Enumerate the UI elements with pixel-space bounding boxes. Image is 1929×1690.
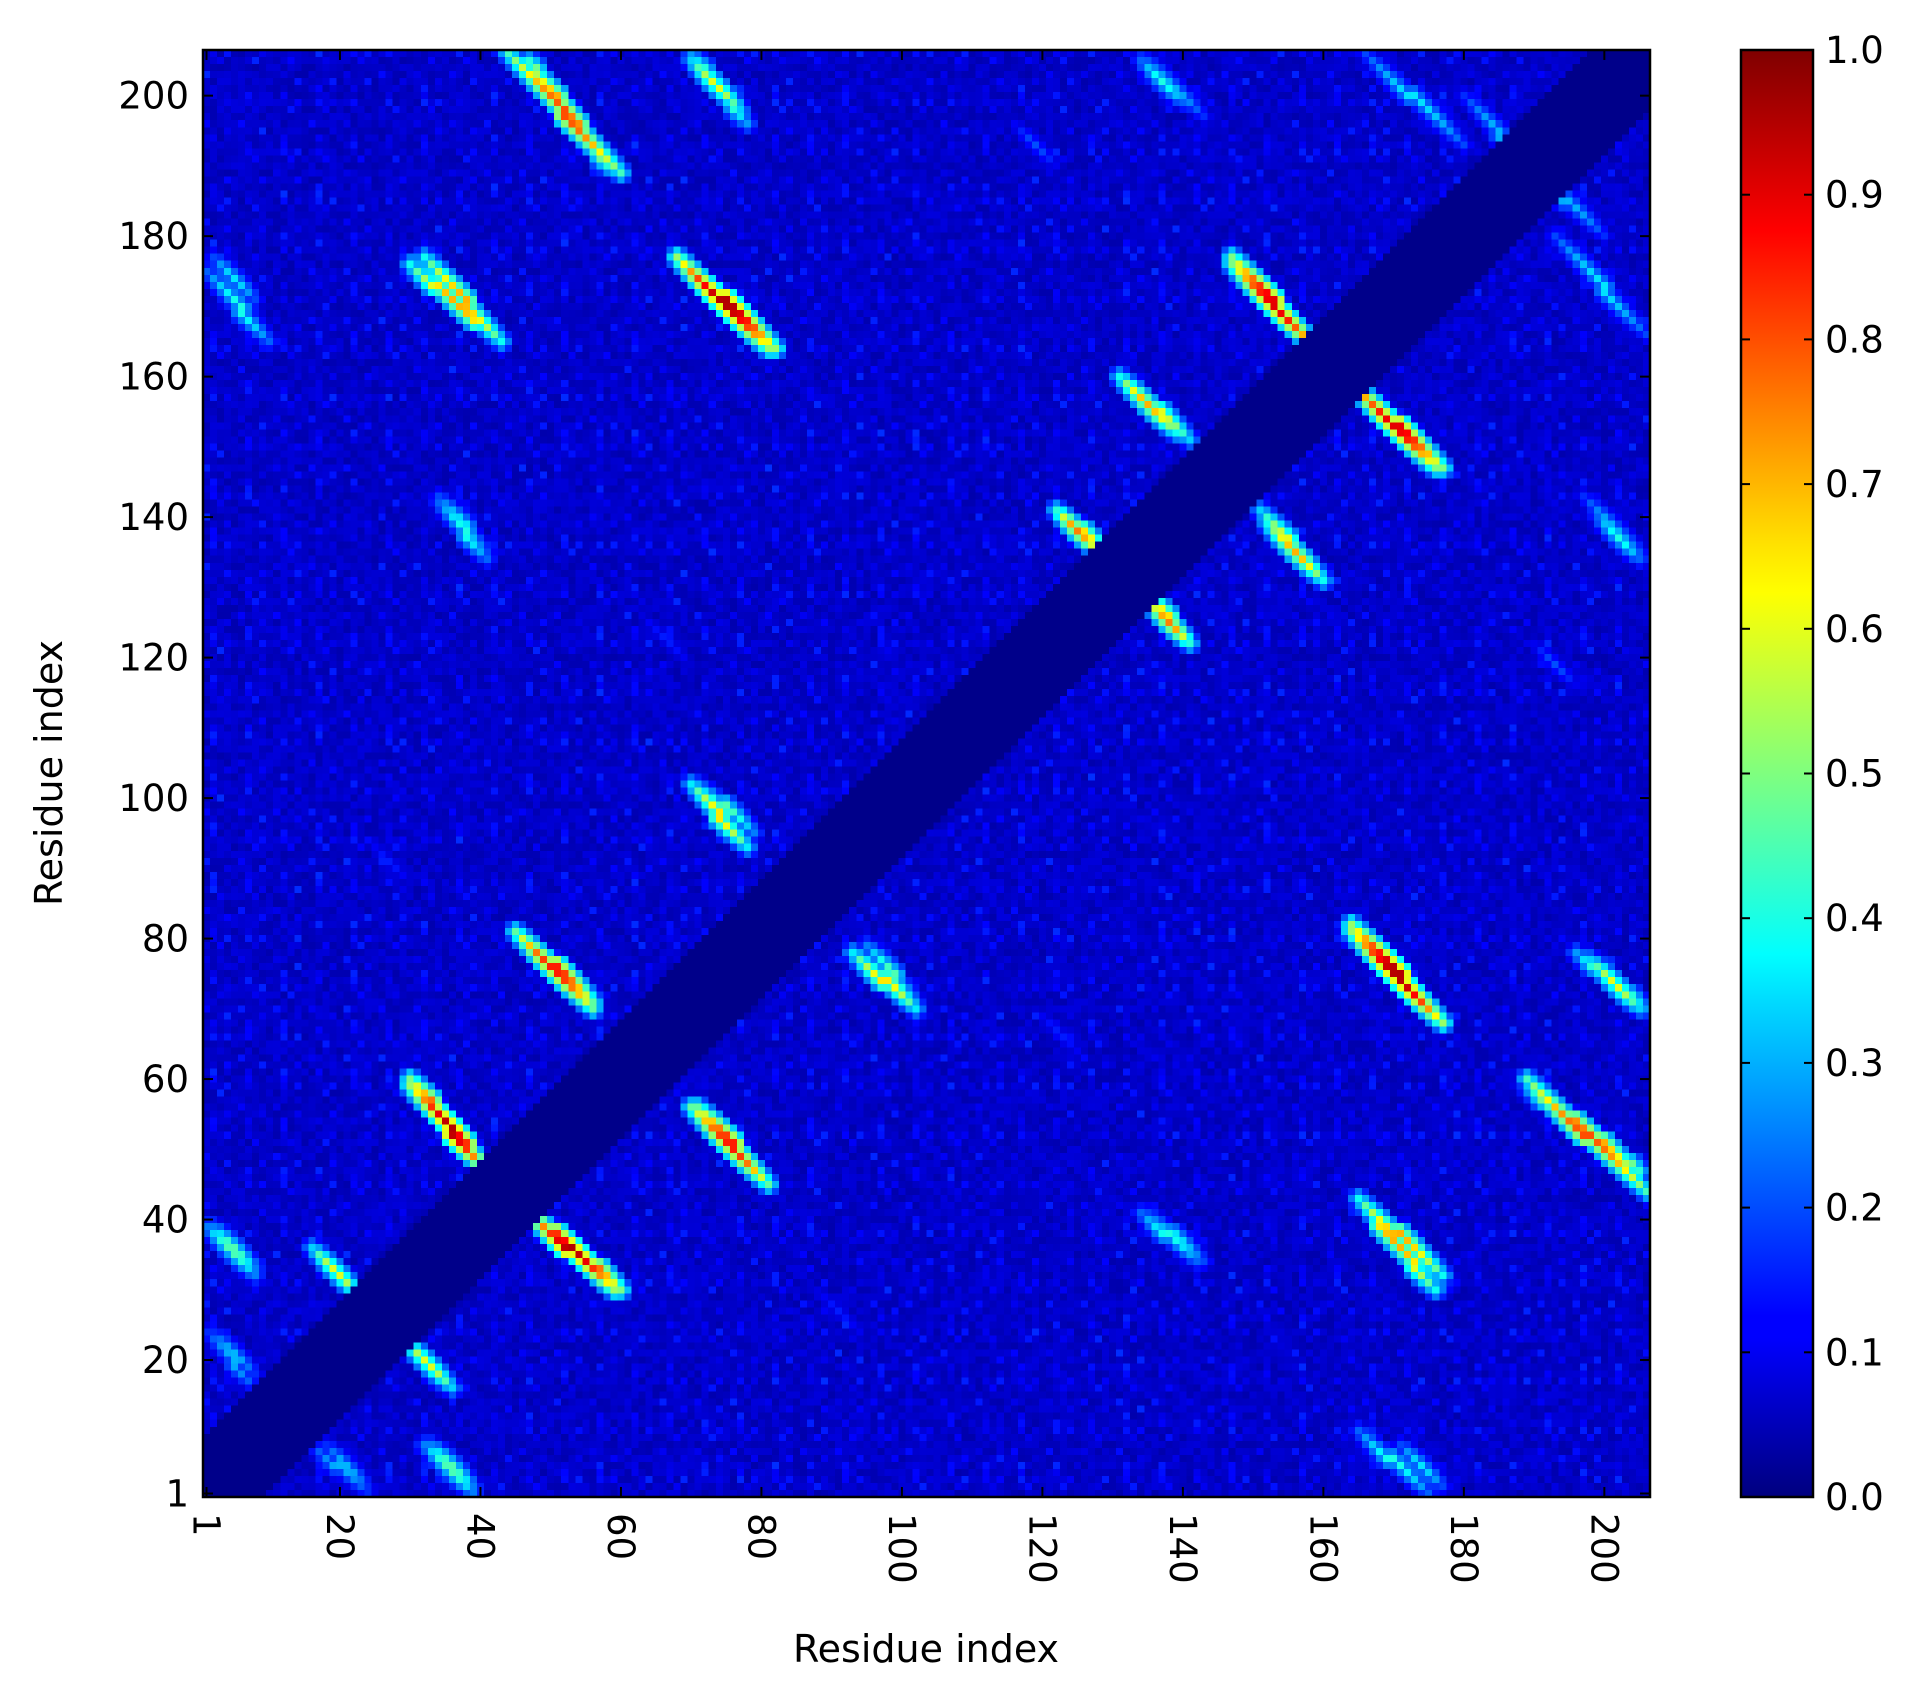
y-tick-label: 1 — [165, 1472, 189, 1515]
x-axis-label: Residue index — [793, 1627, 1059, 1671]
y-tick-label: 180 — [118, 215, 189, 258]
y-tick-label: 60 — [142, 1058, 189, 1101]
x-tick-label: 120 — [1020, 1513, 1063, 1584]
colorbar-tick-label: 1.0 — [1825, 29, 1884, 72]
y-tick-label: 140 — [118, 496, 189, 539]
y-axis-label: Residue index — [27, 640, 71, 906]
colorbar-tick-label: 0.6 — [1825, 608, 1884, 651]
colorbar-tick-label: 0.2 — [1825, 1187, 1884, 1230]
x-axis-ticks: 1 20 40 60 80 100 120 140 160 180 200 — [185, 50, 1625, 1584]
x-tick-label: 20 — [318, 1513, 361, 1560]
y-tick-label: 200 — [118, 75, 189, 118]
y-tick-label: 160 — [118, 356, 189, 399]
x-tick-label: 40 — [458, 1513, 501, 1560]
contact-map-heatmap — [203, 50, 1650, 1497]
colorbar-tick-label: 0.7 — [1825, 463, 1884, 506]
x-tick-label: 200 — [1582, 1513, 1625, 1584]
x-tick-label: 140 — [1161, 1513, 1204, 1584]
colorbar-tick-label: 0.1 — [1825, 1331, 1884, 1374]
colorbar-tick-label: 0.4 — [1825, 897, 1884, 940]
y-tick-label: 120 — [118, 637, 189, 680]
colorbar-tick-label: 0.0 — [1825, 1476, 1884, 1519]
x-tick-label: 80 — [739, 1513, 782, 1560]
y-tick-label: 20 — [142, 1339, 189, 1382]
colorbar-tick-label: 0.5 — [1825, 753, 1884, 796]
colorbar-ticks: 0.0 0.1 0.2 0.3 0.4 0.5 0.6 0.7 0.8 0.9 1.0 — [1741, 29, 1884, 1519]
x-tick-label: 100 — [880, 1513, 923, 1584]
x-tick-label: 60 — [599, 1513, 642, 1560]
colorbar-tick-label: 0.9 — [1825, 174, 1884, 217]
colorbar — [1741, 50, 1813, 1497]
y-tick-label: 100 — [118, 777, 189, 820]
y-tick-label: 80 — [142, 918, 189, 961]
colorbar-tick-label: 0.3 — [1825, 1042, 1884, 1085]
x-tick-label: 180 — [1442, 1513, 1485, 1584]
y-tick-label: 40 — [142, 1199, 189, 1242]
plot-frame — [201, 48, 1652, 1499]
x-tick-label: 1 — [185, 1513, 228, 1537]
x-tick-label: 160 — [1301, 1513, 1344, 1584]
colorbar-tick-label: 0.8 — [1825, 318, 1884, 361]
